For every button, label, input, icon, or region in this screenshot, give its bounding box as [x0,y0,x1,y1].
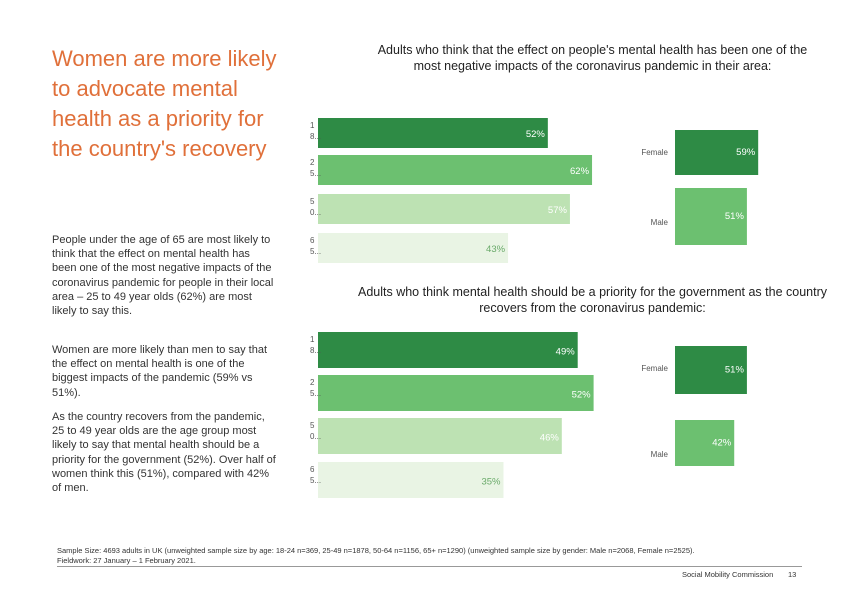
bar-group: 59% 51% [675,130,759,245]
data-label: 42% [712,438,732,449]
category-label: Female [641,364,668,373]
rule [57,566,802,567]
category-label: Female [641,148,668,157]
category-label: Male [651,450,669,459]
data-label: 43% [486,244,506,255]
category-label: 25... [310,158,322,178]
bar-group: 51% 42% [675,346,747,466]
paragraph: As the country recovers from the pandemi… [52,411,276,495]
source: Social Mobility Commission [682,570,774,579]
category-label: 18... [310,121,322,141]
bar [318,155,593,185]
fieldwork: Fieldwork: 27 January – 1 February 2021. [57,556,196,565]
paragraph: People under the age of 65 are most like… [52,234,274,318]
category-label: 25... [310,378,322,398]
category-label: 65... [310,465,322,485]
bar [318,118,548,148]
data-label: 57% [548,205,568,216]
page-number: 13 [788,570,797,579]
footnote: Sample Size: 4693 adults in UK (unweight… [57,546,695,555]
category-label: Male [651,218,669,227]
category-label: 50... [310,421,322,441]
category-label: 18... [310,335,322,355]
bar [318,462,504,498]
bar [318,375,594,411]
bar [318,418,562,454]
chart-title: Adults who think mental health should be… [357,285,827,315]
data-label: 51% [725,211,745,222]
paragraph: Women are more likely than men to say th… [52,344,268,399]
bar [675,130,759,175]
bar-group: 49% 52% 46% 35% [318,332,594,498]
category-label: 65... [310,236,322,256]
bar [675,346,747,394]
data-label: 49% [556,346,576,357]
bar [318,332,578,368]
data-label: 52% [526,129,546,140]
bar [675,188,747,245]
chart-title: Adults who think that the effect on peop… [377,43,808,73]
data-label: 52% [572,389,592,400]
bar-group: 52% 62% 57% 43% [318,118,593,263]
bar [318,194,570,224]
data-label: 35% [481,476,501,487]
data-label: 62% [570,166,590,177]
category-label: 50... [310,197,322,217]
bar [318,233,509,263]
data-label: 46% [540,432,560,443]
data-label: 59% [736,147,756,158]
heading: Women are more likely to advocate mental… [52,46,277,161]
data-label: 51% [725,365,745,376]
bar [675,420,735,466]
